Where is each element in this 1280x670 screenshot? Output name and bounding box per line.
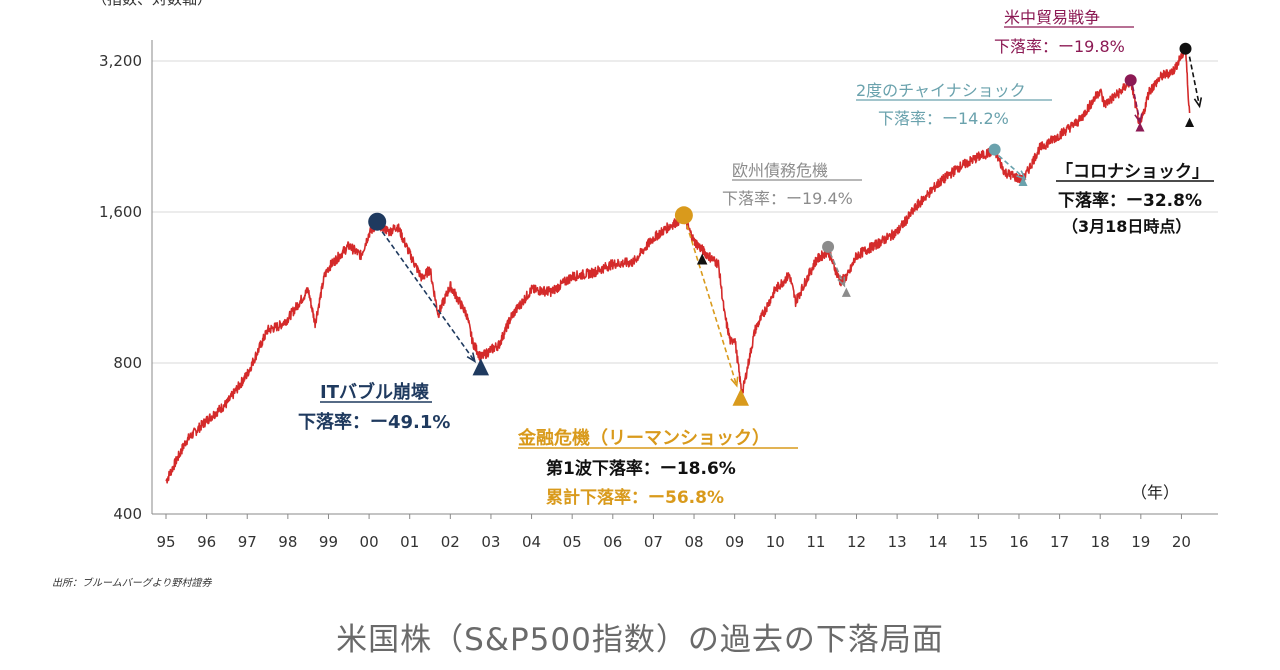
china-shock-decline: 下落率：ー14.2% (878, 109, 1009, 128)
euro-debt-title: 欧州債務危機 (732, 161, 828, 180)
x-tick-label: 15 (969, 533, 988, 551)
corona-arrow (1188, 56, 1201, 107)
trade-war-trough-marker (1135, 122, 1145, 132)
lehman-wave1-marker (696, 253, 708, 265)
lehman-arrow (686, 225, 738, 386)
x-tick-label: 98 (278, 533, 297, 551)
trade-war-decline: 下落率：ー19.8% (994, 37, 1125, 56)
x-tick-label: 13 (888, 533, 907, 551)
trade-war-title: 米中貿易戦争 (1004, 8, 1100, 27)
x-tick-label: 95 (156, 533, 175, 551)
corona-arrow-head (1193, 97, 1203, 109)
corona-date-note: （3月18日時点） (1062, 217, 1191, 236)
x-tick-label: 99 (319, 533, 338, 551)
source-note: 出所：ブルームバーグより野村證券 (52, 578, 212, 589)
x-tick-label: 17 (1050, 533, 1069, 551)
sp500-line (165, 48, 1191, 484)
x-tick-label: 97 (238, 533, 257, 551)
it-bubble-arrow-head (466, 352, 476, 364)
x-tick-label: 20 (1172, 533, 1191, 551)
x-axis-unit: （年） (1131, 483, 1179, 502)
x-tick-label: 11 (806, 533, 825, 551)
y-tick-label: 3,200 (99, 52, 142, 70)
trade-war-arrow (1131, 86, 1141, 123)
page-caption: 米国株（S&P500指数）の過去の下落局面 (336, 622, 944, 658)
euro-debt-trough-marker (841, 287, 851, 297)
trade-war-peak-marker (1124, 74, 1137, 87)
x-tick-label: 16 (1009, 533, 1028, 551)
euro-debt-decline: 下落率：ー19.4% (722, 189, 853, 208)
x-tick-label: 02 (441, 533, 460, 551)
x-tick-label: 03 (481, 533, 500, 551)
corona-title: 「コロナショック」 (1056, 161, 1209, 182)
x-tick-label: 10 (766, 533, 785, 551)
china-shock-peak-marker (988, 143, 1001, 156)
it-bubble-peak-marker (368, 212, 387, 231)
china-shock-arrow (998, 154, 1026, 180)
y-tick-label: 1,600 (99, 203, 142, 221)
y-tick-label: 800 (113, 354, 142, 372)
euro-debt-peak-marker (822, 240, 835, 253)
corona-peak-marker (1179, 42, 1192, 55)
x-tick-label: 19 (1131, 533, 1150, 551)
it-bubble-decline: 下落率：ー49.1% (298, 411, 450, 433)
it-bubble-trough-marker (472, 358, 490, 376)
corona-decline: 下落率：ー32.8% (1058, 190, 1202, 211)
x-tick-label: 06 (603, 533, 622, 551)
sp500-chart: （指数、対数軸） 400 800 1,600 3,200 95 96 97 98 99 00 01 02… (92, 0, 1218, 551)
corona-trough-marker (1185, 117, 1195, 127)
y-tick-label: 400 (113, 505, 142, 523)
euro-debt-arrow-head (837, 276, 846, 288)
lehman-trough-marker (732, 388, 749, 406)
y-axis-label: （指数、対数軸） (92, 0, 212, 8)
x-tick-label: 96 (197, 533, 216, 551)
lehman-arrow-head (730, 376, 739, 388)
euro-debt-arrow (829, 252, 846, 286)
china-shock-trough-marker (1018, 176, 1028, 187)
x-tick-label: 18 (1091, 533, 1110, 551)
it-bubble-title: ITバブル崩壊 (320, 381, 429, 403)
x-tick-label: 12 (847, 533, 866, 551)
lehman-title: 金融危機（リーマンショック） (517, 427, 770, 449)
x-tick-label: 00 (360, 533, 379, 551)
x-tick-label: 14 (928, 533, 947, 551)
lehman-total-decline: 累計下落率：ー56.8% (546, 487, 724, 508)
x-tick-label: 09 (725, 533, 744, 551)
lehman-wave1-decline: 第1波下落率：ー18.6% (546, 458, 736, 479)
x-tick-label: 05 (563, 533, 582, 551)
x-tick-label: 08 (684, 533, 703, 551)
x-tick-label: 07 (644, 533, 663, 551)
lehman-peak-marker (674, 206, 693, 225)
china-shock-title: 2度のチャイナショック (856, 81, 1026, 100)
x-tick-label: 04 (522, 533, 541, 551)
it-bubble-arrow (381, 231, 476, 362)
x-tick-label: 01 (400, 533, 419, 551)
china-shock-arrow-head (1016, 170, 1027, 181)
